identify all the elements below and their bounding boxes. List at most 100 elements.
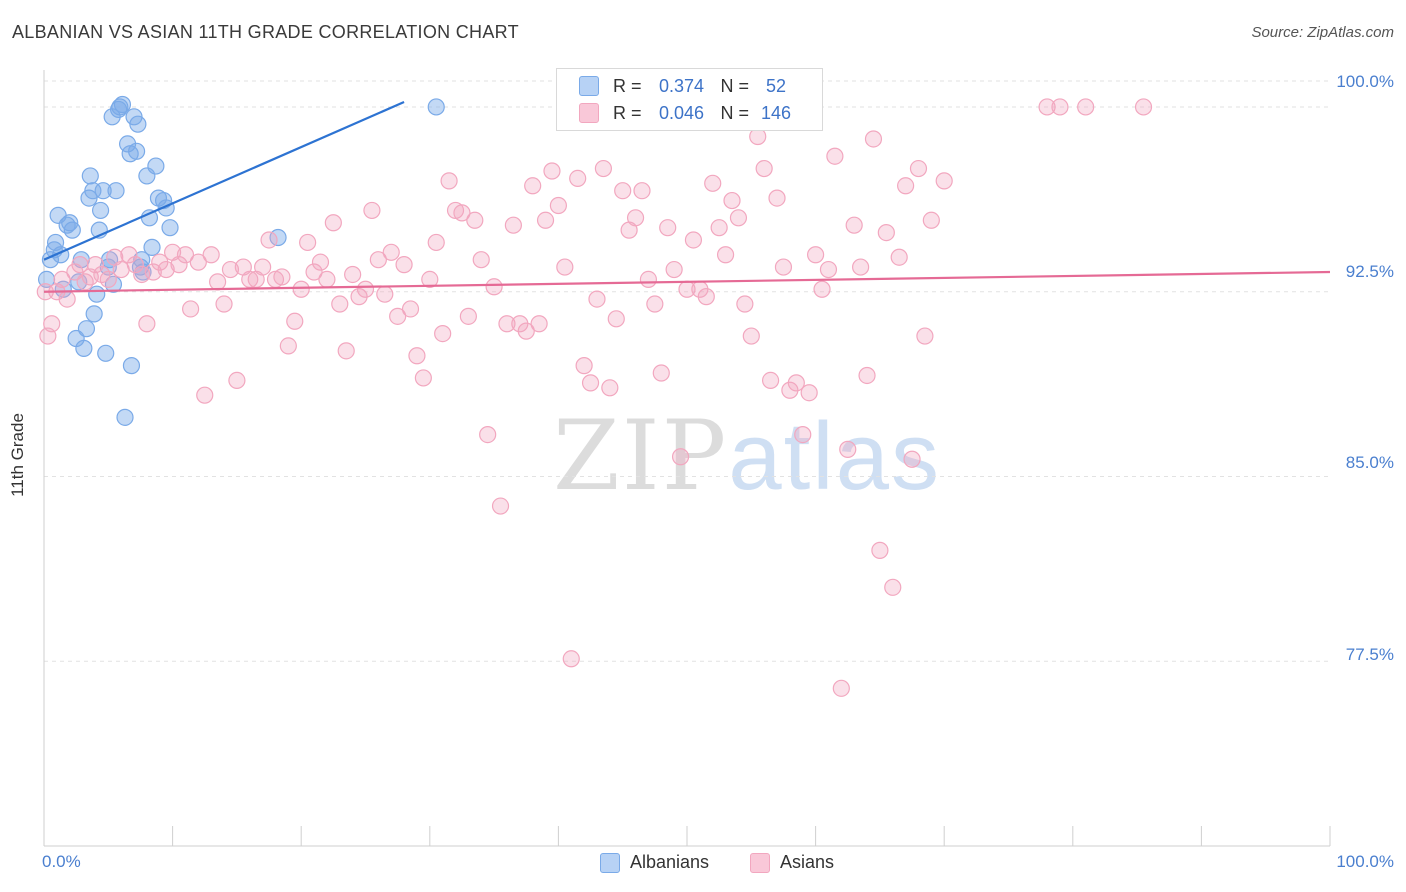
asian-point [1077, 98, 1095, 116]
asian-point [427, 233, 445, 252]
asian-point [414, 369, 432, 387]
asian-point [58, 290, 76, 308]
asian-point [408, 347, 426, 365]
asian-point [710, 219, 728, 237]
asian-point [729, 209, 748, 227]
asian-point [813, 280, 831, 298]
albanian-point [81, 167, 99, 185]
asian-trend-line [43, 270, 1331, 293]
asian-point [646, 295, 664, 313]
legend-row-asians: R = 0.046 N = 146 [579, 100, 798, 126]
n-label: N = [720, 102, 750, 123]
asian-point [633, 182, 651, 200]
asian-point [196, 386, 214, 404]
asian-point [704, 174, 722, 192]
asian-point [202, 246, 220, 264]
asian-point [536, 211, 555, 229]
asian-point [369, 251, 387, 269]
r-value: 0.374 [659, 75, 705, 96]
asians-swatch [579, 103, 599, 123]
asian-point [356, 280, 375, 298]
albanian-point [122, 357, 141, 375]
y-tick-label-100: 100.0% [1336, 72, 1394, 91]
r-label: R = [613, 102, 642, 123]
legend-row-albanians: R = 0.374 N = 52 [579, 73, 798, 99]
y-tick-label-77-5: 77.5% [1345, 645, 1394, 664]
albanian-point [147, 157, 165, 175]
asian-point [588, 290, 606, 308]
asian-point [877, 223, 895, 242]
asian-point [922, 211, 940, 229]
asian-point [286, 312, 304, 330]
asian-point [1051, 98, 1069, 116]
asians-legend-label: Asians [780, 852, 835, 872]
asian-point [279, 337, 297, 355]
asian-point [607, 310, 625, 328]
asian-point [716, 246, 735, 264]
albanian-point [97, 344, 115, 362]
asian-point [376, 285, 394, 303]
asian-point [344, 265, 362, 284]
asian-point [736, 295, 754, 313]
asian-point [761, 371, 780, 389]
asian-point [871, 541, 889, 559]
albanian-point [77, 320, 96, 338]
asian-point [601, 379, 619, 397]
asian-point [839, 440, 857, 458]
asian-point [120, 246, 138, 264]
asian-point [652, 364, 670, 382]
asian-point [575, 357, 593, 375]
asian-point [684, 231, 703, 249]
asian-point [884, 578, 902, 596]
albanian-point [427, 98, 445, 116]
asian-point [569, 169, 587, 187]
asian-point [903, 450, 921, 468]
r-label: R = [613, 75, 642, 96]
albanian-point [143, 238, 161, 256]
asian-point [639, 270, 658, 288]
asian-point [157, 260, 175, 279]
asian-point [311, 253, 330, 271]
asian-point [819, 260, 838, 279]
n-label: N = [720, 75, 750, 96]
asian-point [260, 231, 278, 249]
asian-point [852, 258, 870, 276]
asian-point [787, 374, 805, 392]
asian-point [324, 214, 342, 232]
asian-point [626, 209, 645, 227]
albanian-point [88, 285, 106, 303]
y-tick-label-85: 85.0% [1345, 453, 1394, 472]
asian-point [671, 448, 690, 466]
asian-point [806, 246, 825, 264]
asian-point [43, 315, 61, 333]
asian-point [517, 322, 535, 340]
asian-point [723, 191, 741, 210]
asian-point [665, 260, 683, 279]
asian-point [504, 216, 522, 234]
asian-point [755, 159, 773, 178]
legend-item-asians[interactable]: Asians [750, 852, 834, 873]
asian-point [890, 248, 908, 266]
asian-point [305, 263, 323, 281]
asian-point [697, 288, 715, 306]
n-value: 146 [761, 102, 792, 123]
asian-point [138, 315, 156, 333]
asian-point [800, 384, 818, 402]
asian-point [845, 216, 863, 234]
asian-point [221, 260, 240, 279]
albanian-trend-line [43, 101, 405, 261]
asian-point [363, 201, 381, 220]
albanians-legend-label: Albanians [630, 852, 710, 872]
asian-point [594, 159, 613, 178]
asian-point [189, 253, 207, 271]
asian-point [241, 270, 259, 288]
asian-point [479, 425, 497, 444]
asian-point [215, 295, 233, 313]
asian-point [144, 263, 162, 281]
asian-point [472, 251, 490, 269]
asian-point [86, 256, 105, 274]
asian-point [864, 130, 883, 148]
albanians-legend-swatch [600, 852, 620, 873]
legend-item-albanians[interactable]: Albanians [600, 852, 709, 873]
asian-point [530, 315, 548, 333]
